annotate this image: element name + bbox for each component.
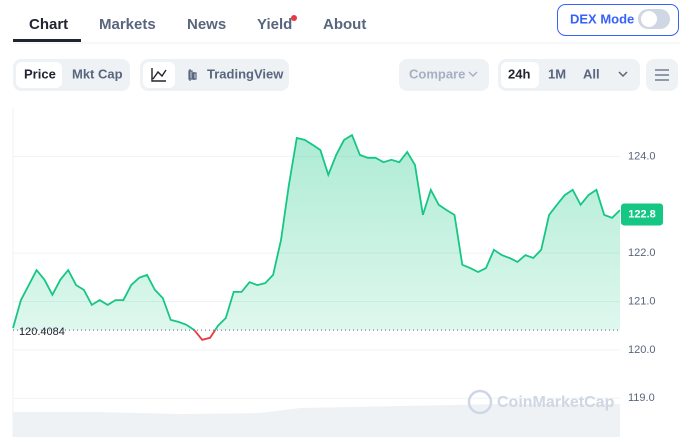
- button-label[interactable]: Mkt Cap: [72, 66, 123, 81]
- toggle-group: [140, 59, 289, 91]
- button-label: Compare: [409, 66, 465, 81]
- active-button[interactable]: [143, 62, 175, 88]
- chevron: [468, 71, 478, 78]
- tab[interactable]: About: [323, 16, 366, 33]
- dex-label: DEX Mode: [570, 11, 634, 26]
- y-tick-label: 120.0: [628, 344, 656, 356]
- baseline-label: 120.4084: [19, 326, 65, 338]
- tab-underline: [13, 39, 81, 42]
- button-label: Price: [24, 66, 56, 81]
- active-button[interactable]: [16, 62, 62, 88]
- last-price-badge: [621, 203, 663, 226]
- price-line: [12, 133, 621, 331]
- tab[interactable]: Chart: [29, 16, 68, 33]
- range-button[interactable]: 1M: [548, 66, 566, 81]
- candle-icon: [188, 69, 197, 81]
- notification-dot: [291, 15, 297, 21]
- line-icon: [151, 68, 167, 82]
- watermark: CoinMarketCap: [497, 394, 615, 411]
- y-tick-label: 124.0: [628, 150, 656, 162]
- y-tick-label: 122.0: [628, 247, 656, 259]
- tab[interactable]: Yield: [257, 16, 292, 33]
- y-tick-label: 121.0: [628, 295, 656, 307]
- watermark-logo: [467, 389, 493, 415]
- tab[interactable]: Markets: [99, 16, 156, 33]
- settings-icon: [655, 69, 669, 81]
- y-tick-label: 119.0: [628, 392, 655, 404]
- toggle-knob: [641, 11, 657, 27]
- active-button[interactable]: [501, 62, 539, 88]
- chevron: [618, 71, 628, 78]
- button-label[interactable]: TradingView: [207, 66, 284, 81]
- tab-bar: Chart Markets News Yield About: [13, 15, 680, 44]
- range-button[interactable]: All: [583, 66, 600, 81]
- last-price-label: 122.8: [628, 208, 656, 220]
- range-button[interactable]: 24h: [508, 66, 530, 81]
- volume-area: [13, 404, 620, 437]
- price-area: [13, 135, 620, 331]
- dex-toggle[interactable]: DEX Mode: [557, 4, 679, 36]
- tab[interactable]: News: [187, 16, 226, 33]
- compare-button[interactable]: [399, 59, 489, 91]
